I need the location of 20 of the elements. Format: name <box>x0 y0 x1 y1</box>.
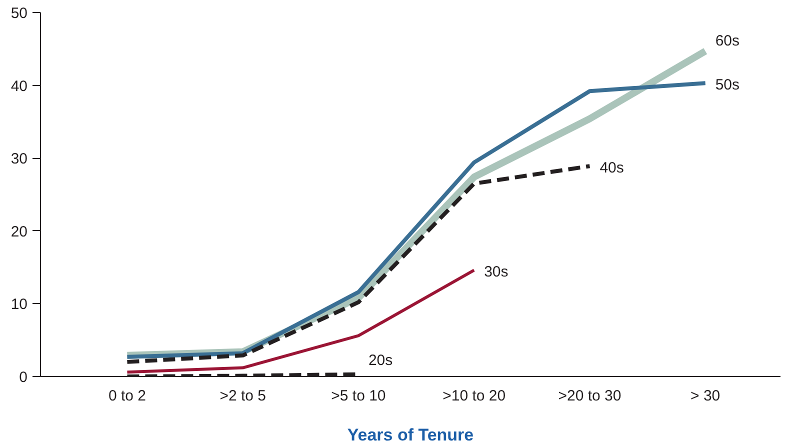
x-tick-label: >10 to 20 <box>442 388 506 404</box>
x-tick-label: >20 to 30 <box>558 388 622 404</box>
series-label: 20s <box>368 352 393 369</box>
x-tick-label: 0 to 2 <box>108 388 146 404</box>
x-tick-label: > 30 <box>690 388 720 404</box>
series-label: 50s <box>715 76 740 94</box>
y-tick-label: 0 <box>19 369 28 386</box>
series-label: 30s <box>484 264 508 281</box>
x-axis-title: Years of Tenure <box>347 426 474 444</box>
series-label: 40s <box>600 160 624 177</box>
line-series <box>125 164 592 364</box>
x-tick-label: >2 to 5 <box>220 388 266 404</box>
y-tick-label: 20 <box>10 223 28 240</box>
line-series <box>126 268 476 374</box>
x-tick-label: >5 to 10 <box>331 388 386 404</box>
y-tick-label: 30 <box>10 150 28 168</box>
y-tick-label: 50 <box>10 5 28 22</box>
series-label: 60s <box>715 32 740 50</box>
y-tick-label: 10 <box>10 296 28 314</box>
y-tick-label: 40 <box>10 78 28 95</box>
